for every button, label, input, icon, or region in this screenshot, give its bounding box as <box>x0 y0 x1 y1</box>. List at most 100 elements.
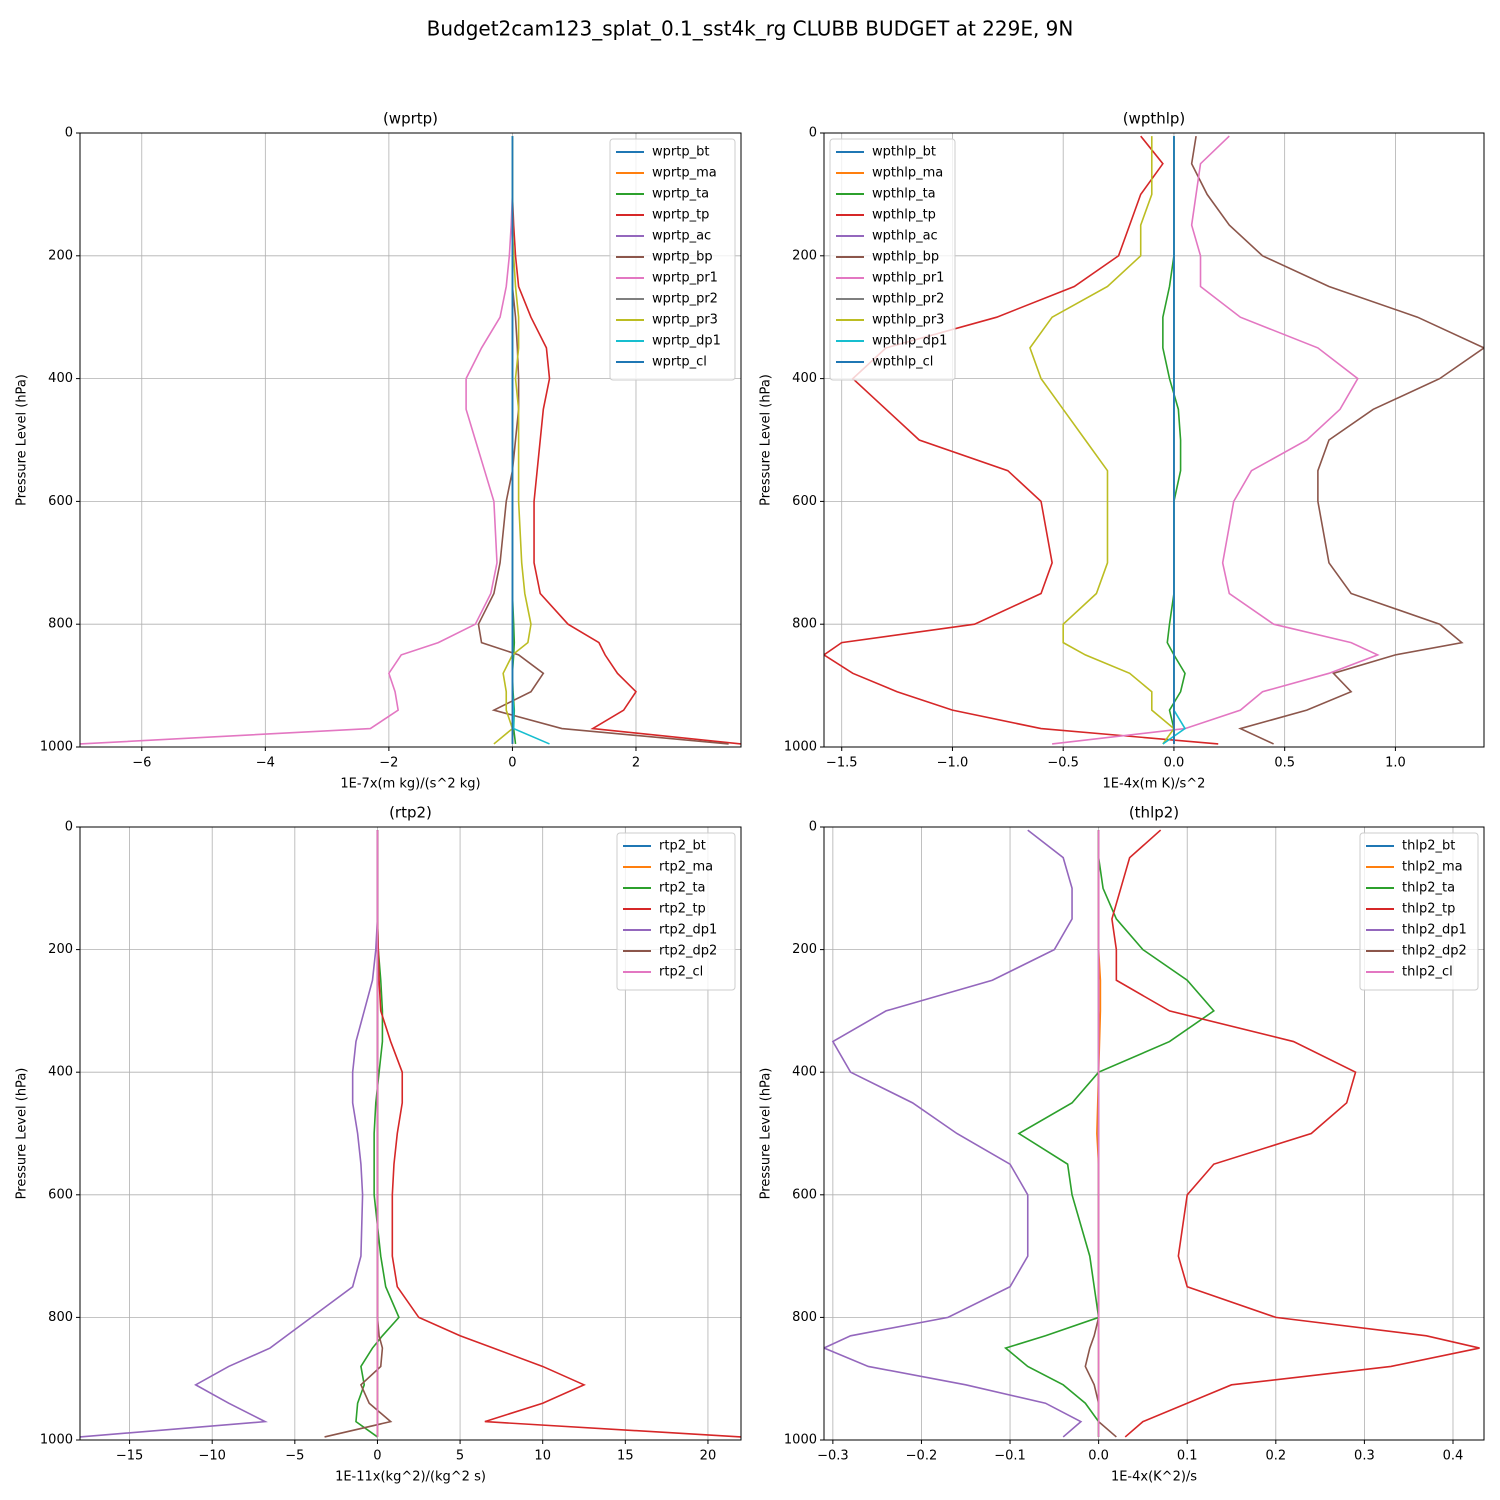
legend-label: thlp2_dp1 <box>1402 923 1467 938</box>
legend-label: wprtp_pr1 <box>652 271 718 286</box>
y-tick-label: 1000 <box>40 740 73 755</box>
legend-label: rtp2_dp1 <box>659 923 717 938</box>
x-axis-label: 1E-7x(m kg)/(s^2 kg) <box>340 777 480 792</box>
legend-label: wprtp_ac <box>652 229 711 244</box>
series-line <box>1052 135 1380 745</box>
x-tick-label: 0.0 <box>1088 1449 1109 1464</box>
x-axis-label: 1E-4x(m K)/s^2 <box>1103 777 1206 792</box>
legend-label: wprtp_tp <box>652 208 709 223</box>
series-line <box>80 136 514 745</box>
legend-label: rtp2_bt <box>659 839 706 854</box>
legend-label: thlp2_cl <box>1402 965 1453 980</box>
legend-label: rtp2_cl <box>659 965 703 980</box>
y-axis-label: Pressure Level (hPa) <box>759 374 774 506</box>
legend-label: rtp2_ta <box>659 881 706 896</box>
x-tick-label: −0.3 <box>817 1449 849 1464</box>
legend-label: rtp2_dp2 <box>659 944 717 959</box>
x-axis-label: 1E-11x(kg^2)/(kg^2 s) <box>335 1470 486 1485</box>
series-line <box>493 136 532 745</box>
legend-label: wpthlp_bp <box>872 250 939 265</box>
y-tick-label: 200 <box>48 248 73 263</box>
x-tick-label: −0.5 <box>1047 756 1079 771</box>
y-tick-label: 800 <box>792 1310 817 1325</box>
legend-label: wprtp_cl <box>652 355 707 370</box>
x-tick-label: 1.0 <box>1385 756 1406 771</box>
x-tick-label: 15 <box>617 1449 634 1464</box>
legend-label: thlp2_ta <box>1402 881 1455 896</box>
subplot: −0.3 −0.2 −0.1 0.0 0.1 0.2 0.3 0.4 0 200 400 600 800… <box>759 804 1485 1485</box>
y-tick-label: 400 <box>792 1065 817 1080</box>
y-tick-label: 600 <box>792 494 817 509</box>
y-tick-label: 800 <box>48 617 73 632</box>
x-axis-label: 1E-4x(K^2)/s <box>1111 1470 1197 1485</box>
legend-label: wprtp_ma <box>652 166 717 181</box>
x-tick-label: −4 <box>256 756 275 771</box>
y-tick-label: 600 <box>792 1187 817 1202</box>
legend-label: wprtp_bt <box>652 145 709 160</box>
subplot: −1.5 −1.0 −0.5 0.0 0.5 1.0 0 200 400 600 800 1000 (w… <box>759 110 1485 792</box>
legend-label: rtp2_tp <box>659 902 706 917</box>
legend-label: wpthlp_pr1 <box>872 271 944 286</box>
plot-area <box>824 135 1484 745</box>
legend-label: wprtp_pr2 <box>652 292 718 307</box>
legend-label: wprtp_dp1 <box>652 334 721 349</box>
legend-label: wpthlp_ac <box>872 229 938 244</box>
legend-label: wpthlp_bt <box>872 145 936 160</box>
series-line <box>824 135 1219 745</box>
series-line <box>80 830 379 1438</box>
y-axis-label: Pressure Level (hPa) <box>15 1068 30 1200</box>
y-tick-label: 0 <box>809 820 817 835</box>
legend-label: thlp2_ma <box>1402 860 1463 875</box>
y-tick-label: 400 <box>48 1065 73 1080</box>
x-tick-label: 0.0 <box>1164 756 1185 771</box>
legend-label: thlp2_tp <box>1402 902 1455 917</box>
y-tick-label: 600 <box>48 1187 73 1202</box>
legend-label: wpthlp_cl <box>872 355 933 370</box>
series-line <box>1003 830 1215 1437</box>
x-tick-label: −15 <box>116 1449 143 1464</box>
legend-label: thlp2_bt <box>1402 839 1455 854</box>
x-tick-label: −1.0 <box>937 756 969 771</box>
legend-label: wprtp_bp <box>652 250 713 265</box>
x-tick-label: −6 <box>132 756 151 771</box>
legend: rtp2_bt rtp2_ma rtp2_ta rtp2_tp rtp2_dp1 rtp2… <box>616 832 736 991</box>
y-tick-label: 1000 <box>784 740 817 755</box>
series-line <box>1190 135 1484 745</box>
x-tick-label: −2 <box>379 756 398 771</box>
plot-area <box>80 136 741 745</box>
axes-title: (thlp2) <box>1129 804 1179 822</box>
legend-label: wpthlp_ma <box>872 166 943 181</box>
x-tick-label: −1.5 <box>826 756 858 771</box>
x-tick-label: −0.2 <box>906 1449 938 1464</box>
y-tick-label: 800 <box>792 617 817 632</box>
series-line <box>1111 829 1480 1438</box>
legend-label: wpthlp_dp1 <box>872 334 947 349</box>
x-tick-label: 0.5 <box>1274 756 1295 771</box>
x-tick-label: 10 <box>534 1449 551 1464</box>
x-tick-label: 2 <box>632 756 640 771</box>
x-tick-label: 0.3 <box>1354 1449 1375 1464</box>
axes-title: (wprtp) <box>383 110 438 128</box>
y-tick-label: 200 <box>48 942 73 957</box>
legend-label: thlp2_dp2 <box>1402 944 1467 959</box>
y-tick-label: 0 <box>809 126 817 141</box>
y-tick-label: 0 <box>65 820 73 835</box>
legend: wpthlp_bt wpthlp_ma wpthlp_ta wpthlp_tpwpth… <box>829 138 956 381</box>
axes-frame <box>79 132 742 748</box>
x-tick-label: −0.1 <box>994 1449 1026 1464</box>
y-tick-label: 600 <box>48 494 73 509</box>
legend-label: wpthlp_ta <box>872 187 936 202</box>
y-tick-label: 400 <box>792 371 817 386</box>
x-tick-label: 5 <box>456 1449 464 1464</box>
legend-label: rtp2_ma <box>659 860 713 875</box>
y-tick-label: 200 <box>792 248 817 263</box>
series-line <box>824 829 1083 1438</box>
x-tick-label: 20 <box>700 1449 717 1464</box>
y-tick-label: 400 <box>48 371 73 386</box>
series-line <box>511 136 741 745</box>
legend-label: wprtp_ta <box>652 187 709 202</box>
legend: thlp2_bt thlp2_ma thlp2_ta thlp2_tp thlp2_dp… <box>1359 832 1479 991</box>
axes-frame <box>823 826 1485 1441</box>
x-tick-label: 0.1 <box>1177 1449 1198 1464</box>
